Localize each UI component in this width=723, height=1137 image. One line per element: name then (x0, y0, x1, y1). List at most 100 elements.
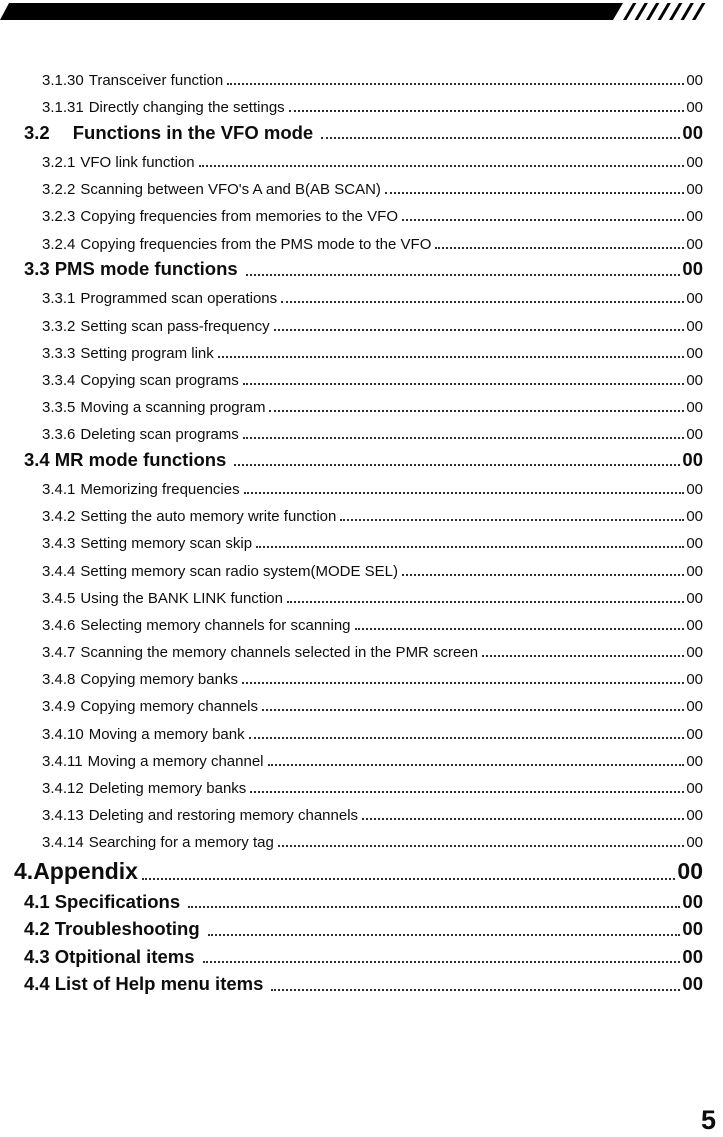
toc-entry-page: 00 (686, 780, 703, 797)
toc-entry-page: 00 (686, 480, 703, 498)
toc-leader-dots (281, 301, 685, 304)
toc-entry-title: PMS mode functions (54, 258, 238, 280)
toc-entry-page: 00 (686, 752, 703, 770)
toc-leader-dots (402, 219, 685, 222)
toc-entry: 3.2.2 Scanning between VFO's A and B(AB … (0, 171, 723, 198)
toc-entry: 3.4.11 Moving a memory channel 00 (0, 743, 723, 770)
toc-entry-title: Programmed scan operations (80, 290, 278, 308)
toc-entry-number: 3.3.3 (42, 344, 76, 362)
toc-entry-page: 00 (686, 589, 703, 607)
toc-entry-title: Scanning the memory channels selected in… (80, 644, 479, 662)
toc-entry-title: Deleting memory banks (88, 780, 247, 797)
header-bar (0, 3, 623, 20)
toc-entry-number: 4.2 (24, 918, 50, 940)
toc-leader-dots (242, 437, 685, 440)
toc-entry-number: 3.4.9 (42, 698, 76, 716)
toc-entry-title: Functions in the VFO mode (72, 121, 314, 143)
toc-entry-title: Copying frequencies from memories to the… (80, 208, 399, 226)
toc-leader-dots (256, 546, 685, 549)
toc-entry-title: Memorizing frequencies (80, 480, 240, 498)
toc-entry: 3.4.8 Copying memory banks 00 (0, 661, 723, 688)
toc-entry-number: 3.4.6 (42, 616, 76, 634)
toc-entry-number: 3.4.11 (42, 752, 83, 770)
toc-entry-number: 3.2 (24, 121, 50, 143)
toc-leader-dots (269, 410, 685, 413)
toc-entry-number: 3.3.6 (42, 426, 76, 444)
toc-entry-page: 00 (686, 344, 703, 362)
toc-entry-title: Setting the auto memory write function (80, 508, 337, 526)
toc-leader-dots (250, 791, 685, 793)
toc-entry-number: 4. (14, 858, 34, 885)
toc-entry-title: List of Help menu items (54, 973, 264, 995)
toc-entry-title: Copying memory banks (80, 671, 238, 689)
toc-entry-page: 00 (682, 973, 703, 995)
toc-entry-number: 3.3 (24, 258, 50, 280)
toc-entry: 3.1.31 Directly changing the settings 00 (0, 89, 723, 116)
toc-entry-page: 00 (686, 508, 703, 526)
toc-leader-dots (207, 933, 681, 936)
toc-entry-number: 3.3.4 (42, 371, 76, 389)
toc-entry-page: 00 (686, 562, 703, 580)
toc-entry: 3.2.3 Copying frequencies from memories … (0, 198, 723, 225)
toc-entry-title: MR mode functions (54, 448, 227, 470)
toc-entry-number: 3.4.5 (42, 589, 76, 607)
toc-entry: 3.3.3 Setting program link 00 (0, 335, 723, 362)
toc-entry-title: Setting scan pass-frequency (80, 317, 270, 335)
toc-leader-dots (198, 165, 685, 168)
toc-entry: 4.2 Troubleshooting 00 (0, 913, 723, 941)
toc-entry-title: Directly changing the settings (88, 99, 285, 117)
toc-entry-title: Copying memory channels (80, 698, 258, 716)
toc-leader-dots (271, 988, 681, 991)
toc-entry-page: 00 (686, 72, 703, 90)
header-stripes (623, 3, 706, 20)
toc-entry-number: 3.3.1 (42, 290, 76, 308)
toc-entry-number: 3.1.31 (42, 99, 84, 117)
toc-entry-number: 4.3 (24, 945, 50, 967)
toc-entry-number: 3.4.13 (42, 807, 84, 825)
toc-leader-dots (354, 627, 685, 630)
toc-entry-page: 00 (686, 154, 703, 172)
toc-leader-dots (435, 246, 685, 249)
toc-entry: 3.4.3 Setting memory scan skip 00 (0, 525, 723, 552)
toc-list: 3.1.30 Transceiver function 00 3.1.31 Di… (0, 62, 723, 995)
header-stripe (669, 3, 683, 20)
toc-entry-title: Using the BANK LINK function (80, 589, 283, 607)
toc-entry-page: 00 (686, 725, 703, 743)
header-stripe (692, 3, 706, 20)
toc-entry: 3.4.5 Using the BANK LINK function 00 (0, 580, 723, 607)
toc-entry: 3.2.4 Copying frequencies from the PMS m… (0, 225, 723, 253)
toc-entry-page: 00 (686, 535, 703, 553)
toc-entry-page: 00 (686, 644, 703, 662)
toc-entry: 3.4.9 Copying memory channels 00 (0, 688, 723, 715)
toc-leader-dots (482, 655, 685, 658)
toc-leader-dots (273, 328, 685, 331)
toc-entry-title: Moving a scanning program (80, 399, 266, 417)
toc-entry: 3.3.4 Copying scan programs 00 (0, 362, 723, 389)
toc-entry-number: 3.4.8 (42, 671, 76, 689)
toc-entry: 3.3.6 Deleting scan programs 00 (0, 416, 723, 443)
toc-entry-number: 3.4.1 (42, 480, 76, 498)
toc-entry: 3.4 MR mode functions 00 (0, 443, 723, 471)
toc-entry-title: Specifications (54, 890, 181, 912)
toc-entry-page: 00 (686, 317, 703, 335)
toc-leader-dots (217, 355, 685, 358)
toc-entry: 3.3 PMS mode functions 00 (0, 253, 723, 281)
toc-entry-title: Appendix (33, 858, 138, 885)
toc-entry-page: 00 (686, 616, 703, 634)
toc-entry-page: 00 (682, 448, 703, 470)
toc-leader-dots (227, 83, 685, 86)
toc-entry-page: 00 (686, 235, 703, 253)
toc-entry: 3.3.1 Programmed scan operations 00 (0, 280, 723, 307)
toc-leader-dots (286, 600, 685, 603)
toc-entry-title: Searching for a memory tag (88, 834, 274, 852)
page-number: 5 (700, 1105, 716, 1135)
toc-entry: 3.1.30 Transceiver function 00 (0, 62, 723, 89)
toc-entry-title: Setting memory scan radio system(MODE SE… (80, 562, 398, 580)
toc-entry: 4.4 List of Help menu items 00 (0, 968, 723, 996)
toc-entry-number: 3.4.7 (42, 644, 76, 662)
toc-entry-title: Selecting memory channels for scanning (80, 616, 351, 634)
toc-entry-title: Moving a memory channel (87, 752, 264, 770)
toc-entry: 3.3.2 Setting scan pass-frequency 00 (0, 307, 723, 335)
toc-entry-number: 3.4.10 (42, 725, 84, 743)
